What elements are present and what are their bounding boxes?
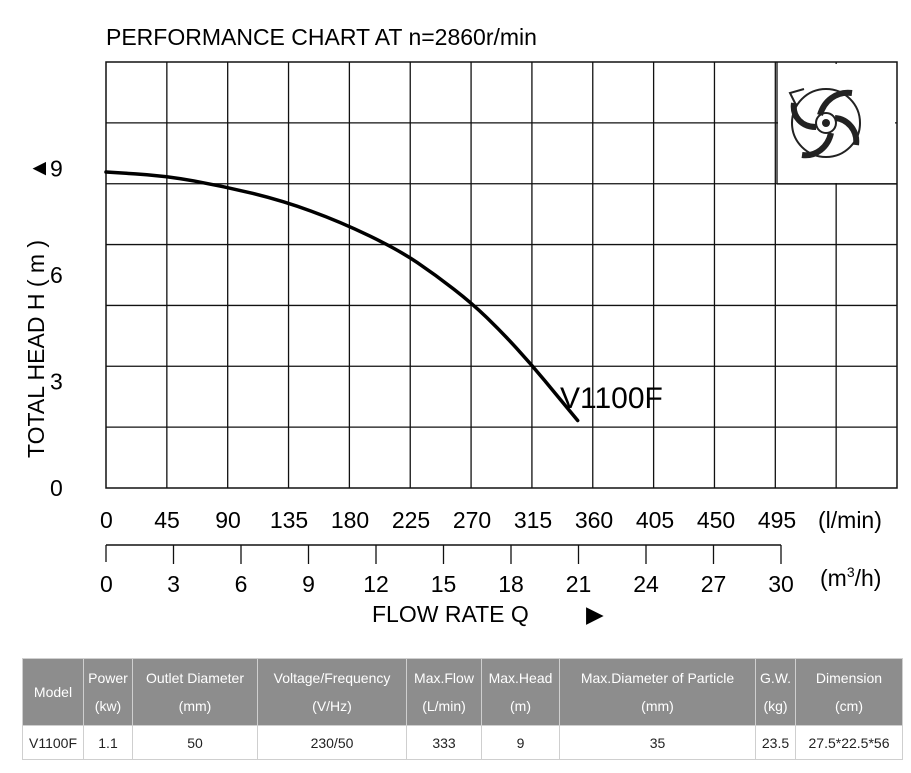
plot-frame: [105, 61, 898, 489]
table-cell: 333: [406, 725, 482, 760]
spec-header-unit: (L/min): [422, 698, 466, 714]
spec-header-cell: Dimension (cm): [795, 658, 903, 726]
x-unit-m3h-prefix: (m: [820, 565, 847, 591]
x-tick-label-m3h: 24: [633, 571, 659, 597]
x-tick-label-lpm: 360: [575, 507, 613, 533]
spec-header-unit: (kw): [94, 698, 122, 714]
spec-header-unit: (m): [510, 698, 531, 714]
spec-header-cell: Model: [22, 658, 84, 726]
x-tick-label-lpm: 270: [453, 507, 491, 533]
x-tick-labels-m3h: 0 3 6 9 12 15 18 21 24 27 30: [100, 545, 794, 597]
x-axis-arrow: ▶: [586, 601, 604, 627]
x-tick-label-m3h: 0: [100, 571, 113, 597]
table-cell: V1100F: [22, 725, 84, 760]
spec-table: Model Power (kw) Outlet Diameter (mm) Voltage…: [22, 658, 903, 760]
y-tick-label: 0: [50, 475, 63, 501]
x-tick-label-lpm: 135: [270, 507, 308, 533]
x-unit-lpm: (l/min): [818, 507, 882, 533]
x-tick-label-m3h: 15: [431, 571, 457, 597]
impeller-icon: [788, 88, 861, 159]
x-tick-label-m3h: 18: [498, 571, 524, 597]
series-label-v1100f: V1100F: [560, 382, 663, 415]
spec-header-cell: Max.Head (m): [481, 658, 560, 726]
chart-grid: [105, 61, 898, 489]
y-tick-label: 3: [50, 369, 63, 395]
spec-body: V1100F 1.1 50 230/50 333 9 35 23.5 27.5*22.5*56: [22, 725, 903, 760]
x-tick-label-lpm: 90: [215, 507, 241, 533]
table-cell: 1.1: [83, 725, 133, 760]
x-tick-label-lpm: 45: [154, 507, 180, 533]
x-unit-m3h: (m3/h): [820, 564, 881, 591]
table-cell: 9: [481, 725, 560, 760]
x-axis-label: FLOW RATE Q: [372, 601, 529, 627]
x-tick-label-m3h: 9: [302, 571, 315, 597]
x-tick-label-m3h: 12: [363, 571, 389, 597]
spec-header-row: Model Power (kw) Outlet Diameter (mm) Voltage…: [22, 658, 903, 726]
pump-curve-series: [104, 170, 580, 423]
spec-header-name: Model: [33, 684, 73, 700]
pump-curve-line: [104, 170, 580, 423]
table-cell: 230/50: [257, 725, 407, 760]
x-tick-labels-lpm: 0 45 90 135 180 225 270 315 360 405 450 495: [100, 507, 796, 533]
spec-header-unit: (cm): [835, 698, 863, 714]
x-tick-label-m3h: 21: [566, 571, 592, 597]
spec-header-name: Power: [88, 670, 128, 686]
x-tick-label-lpm: 495: [758, 507, 796, 533]
table-cell: 35: [559, 725, 756, 760]
table-cell: 50: [132, 725, 258, 760]
y-tick-labels: 0 3 6 9: [50, 156, 63, 502]
spec-header-name: Outlet Diameter: [145, 670, 245, 686]
x-tick-label-lpm: 450: [697, 507, 735, 533]
spec-header-name: Voltage/Frequency: [273, 670, 391, 686]
x-tick-label-m3h: 6: [235, 571, 248, 597]
spec-header-cell: G.W. (kg): [755, 658, 796, 726]
spec-header-unit: (mm): [178, 698, 212, 714]
x-unit-m3h-sup: 3: [847, 564, 855, 580]
spec-header-name: Max.Diameter of Particle: [580, 670, 735, 686]
table-cell: 23.5: [755, 725, 796, 760]
table-cell: 27.5*22.5*56: [795, 725, 903, 760]
spec-header-unit: (kg): [763, 698, 788, 714]
spec-header-name: Dimension: [815, 670, 883, 686]
x-tick-label-m3h: 27: [701, 571, 727, 597]
chart-title: PERFORMANCE CHART AT n=2860r/min: [106, 24, 537, 50]
spec-header-cell: Voltage/Frequency (V/Hz): [257, 658, 407, 726]
spec-header-cell: Max.Diameter of Particle (mm): [559, 658, 756, 726]
spec-header-unit: (V/Hz): [312, 698, 352, 714]
x-unit-m3h-suffix: /h): [855, 565, 882, 591]
performance-chart: PERFORMANCE CHART AT n=2860r/min 0 3 6 9 TO…: [23, 24, 898, 627]
y-axis-title: TOTAL HEAD H ( m ) ▲: [23, 157, 51, 458]
y-axis-label: TOTAL HEAD H ( m ): [23, 240, 49, 458]
table-row: V1100F 1.1 50 230/50 333 9 35 23.5 27.5*22.5*56: [22, 725, 903, 760]
x-tick-label-lpm: 315: [514, 507, 552, 533]
spec-header-name: Max.Head: [488, 670, 553, 686]
x-tick-label-m3h: 30: [768, 571, 794, 597]
x-tick-label-lpm: 0: [100, 507, 113, 533]
spec-header-cell: Max.Flow (L/min): [406, 658, 482, 726]
spec-header-cell: Power (kw): [83, 658, 133, 726]
x-tick-label-lpm: 225: [392, 507, 430, 533]
spec-header-name: G.W.: [759, 670, 792, 686]
spec-header-name: Max.Flow: [414, 670, 474, 686]
x-tick-label-lpm: 180: [331, 507, 369, 533]
spec-header-unit: (mm): [641, 698, 674, 714]
y-tick-label: 6: [50, 262, 63, 288]
x-tick-label-m3h: 3: [167, 571, 180, 597]
y-axis-arrow: ▲: [25, 157, 51, 180]
spec-header-cell: Outlet Diameter (mm): [132, 658, 258, 726]
y-tick-label: 9: [50, 156, 63, 182]
x-tick-label-lpm: 405: [636, 507, 674, 533]
